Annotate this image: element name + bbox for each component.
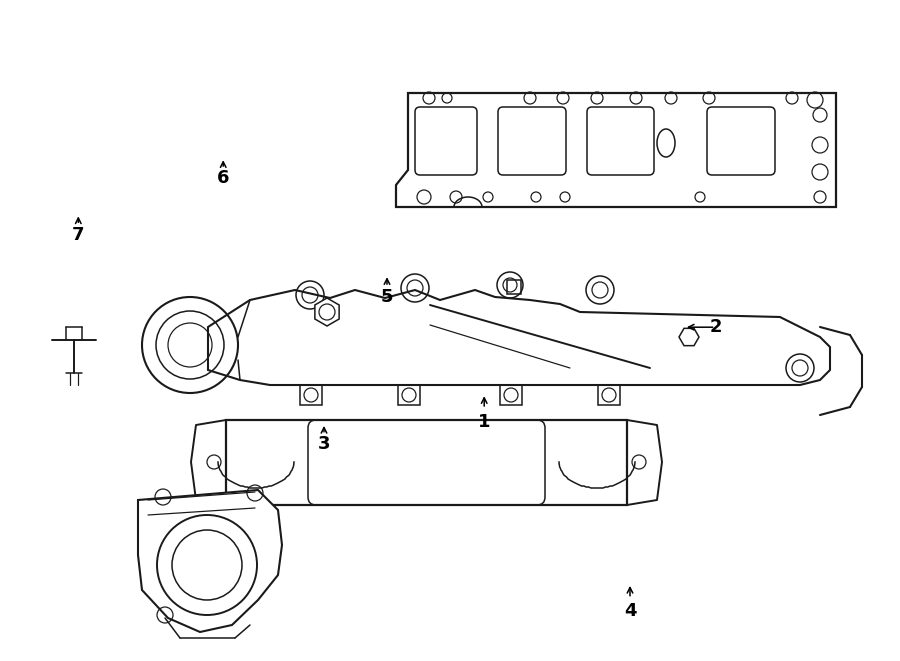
Polygon shape <box>315 298 339 326</box>
Bar <box>507 280 521 294</box>
Text: 7: 7 <box>72 225 85 244</box>
Text: 1: 1 <box>478 412 491 431</box>
Bar <box>226 420 627 505</box>
Bar <box>300 385 322 405</box>
Bar <box>398 385 420 405</box>
Text: 4: 4 <box>624 602 636 621</box>
Text: 6: 6 <box>217 169 230 188</box>
Polygon shape <box>396 93 836 207</box>
Bar <box>500 385 522 405</box>
Polygon shape <box>208 290 830 385</box>
Text: 2: 2 <box>709 318 722 336</box>
Text: 5: 5 <box>381 288 393 307</box>
Polygon shape <box>679 329 699 346</box>
Text: 3: 3 <box>318 435 330 453</box>
Bar <box>598 385 620 405</box>
Polygon shape <box>138 490 282 632</box>
